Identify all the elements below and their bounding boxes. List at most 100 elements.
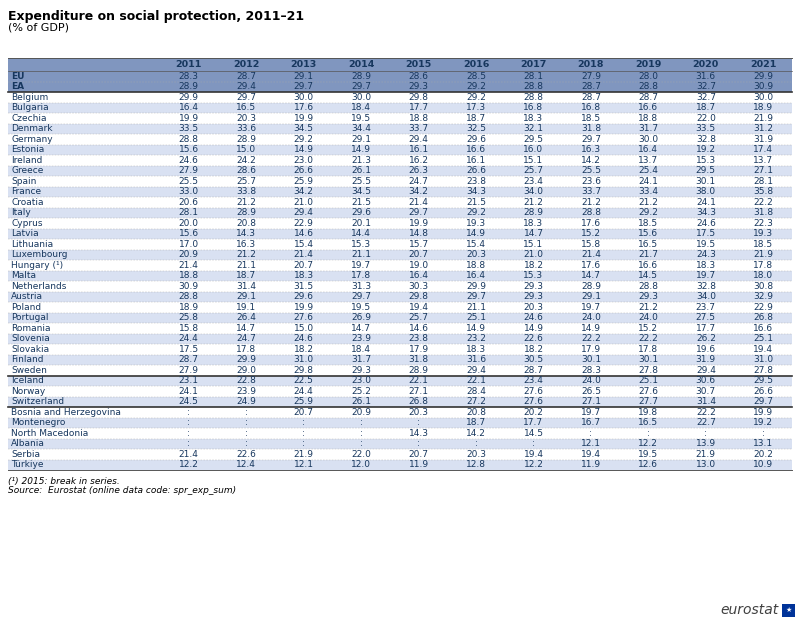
Text: 21.5: 21.5 [466,197,486,207]
Text: Iceland: Iceland [11,376,44,385]
Text: Switzerland: Switzerland [11,398,64,406]
Text: 24.6: 24.6 [523,313,543,322]
Text: 34.5: 34.5 [351,187,371,196]
Text: 16.8: 16.8 [581,103,601,112]
Text: 23.9: 23.9 [236,387,256,396]
Text: 16.5: 16.5 [638,240,658,249]
Text: 17.6: 17.6 [581,261,601,270]
Text: 28.3: 28.3 [178,72,198,81]
Text: 29.8: 29.8 [294,366,314,375]
Text: 20.3: 20.3 [466,450,486,459]
Text: 27.2: 27.2 [466,398,486,406]
Text: 18.8: 18.8 [409,114,429,123]
Text: 20.8: 20.8 [466,408,486,417]
Text: 27.9: 27.9 [178,166,198,175]
Bar [8,292,792,302]
Text: 23.8: 23.8 [409,334,429,343]
Text: 17.6: 17.6 [294,103,314,112]
Text: 29.7: 29.7 [754,398,774,406]
Text: 12.2: 12.2 [638,439,658,448]
Bar [8,354,792,365]
Text: Bulgaria: Bulgaria [11,103,49,112]
Text: :: : [245,418,248,427]
Text: 20.3: 20.3 [236,114,256,123]
Text: 16.1: 16.1 [466,156,486,165]
Text: 22.2: 22.2 [581,334,601,343]
Text: 15.0: 15.0 [236,145,256,154]
Text: 11.9: 11.9 [581,460,601,469]
Bar [8,176,792,187]
Text: 29.9: 29.9 [178,93,198,102]
Text: 16.2: 16.2 [409,156,429,165]
Text: 21.4: 21.4 [409,197,429,207]
Text: 16.5: 16.5 [638,418,658,427]
Text: 20.2: 20.2 [754,450,774,459]
Text: 18.5: 18.5 [754,240,774,249]
Text: Portugal: Portugal [11,313,49,322]
Text: 20.3: 20.3 [466,250,486,260]
Text: 20.0: 20.0 [178,219,198,228]
Bar [8,187,792,197]
Text: 19.9: 19.9 [294,114,314,123]
Text: 28.8: 28.8 [581,208,601,217]
Text: 29.7: 29.7 [581,135,601,144]
Text: 18.2: 18.2 [523,345,543,354]
Text: 25.2: 25.2 [351,387,371,396]
Text: 38.0: 38.0 [696,187,716,196]
Text: Romania: Romania [11,323,50,333]
Text: 29.6: 29.6 [351,208,371,217]
Bar [782,603,795,617]
Text: ★: ★ [786,607,792,613]
Text: 19.7: 19.7 [696,272,716,280]
Text: 22.0: 22.0 [696,114,716,123]
Text: 20.8: 20.8 [236,219,256,228]
Text: 18.8: 18.8 [466,261,486,270]
Text: 12.2: 12.2 [178,460,198,469]
Text: 26.8: 26.8 [409,398,429,406]
Text: 14.7: 14.7 [236,323,256,333]
Text: 27.1: 27.1 [754,166,774,175]
Text: Hungary (¹): Hungary (¹) [11,261,63,270]
Text: 14.7: 14.7 [523,229,543,238]
Text: 16.3: 16.3 [581,145,601,154]
Text: :: : [187,429,190,438]
Text: 18.5: 18.5 [581,114,601,123]
Text: :: : [187,439,190,448]
Text: 16.6: 16.6 [638,261,658,270]
Text: 21.2: 21.2 [638,303,658,311]
Text: 24.5: 24.5 [178,398,198,406]
Text: 28.1: 28.1 [754,177,774,185]
Text: 28.7: 28.7 [236,72,256,81]
Text: 2017: 2017 [520,60,546,69]
Text: 31.3: 31.3 [351,282,371,291]
Bar [8,113,792,123]
Text: France: France [11,187,41,196]
Text: 14.6: 14.6 [294,229,314,238]
Text: 20.3: 20.3 [523,303,543,311]
Text: 28.6: 28.6 [409,72,429,81]
Text: :: : [245,439,248,448]
Text: 18.3: 18.3 [523,114,543,123]
Text: 20.6: 20.6 [178,197,198,207]
Text: 28.3: 28.3 [581,366,601,375]
Text: 21.1: 21.1 [466,303,486,311]
Text: 18.3: 18.3 [523,219,543,228]
Text: 29.6: 29.6 [294,292,314,301]
Bar [8,229,792,239]
Text: 28.7: 28.7 [581,82,601,91]
Text: 16.6: 16.6 [754,323,774,333]
Text: 19.8: 19.8 [638,408,658,417]
Text: Albania: Albania [11,439,45,448]
Text: 18.9: 18.9 [754,103,774,112]
Text: 28.6: 28.6 [236,166,256,175]
Text: 22.2: 22.2 [754,197,773,207]
Text: 29.2: 29.2 [638,208,658,217]
Text: 16.6: 16.6 [466,145,486,154]
Text: 22.9: 22.9 [754,303,774,311]
Text: 19.4: 19.4 [754,345,774,354]
Text: 18.4: 18.4 [351,103,371,112]
Text: :: : [245,429,248,438]
Bar [8,270,792,281]
Text: :: : [187,418,190,427]
Text: 2013: 2013 [290,60,317,69]
